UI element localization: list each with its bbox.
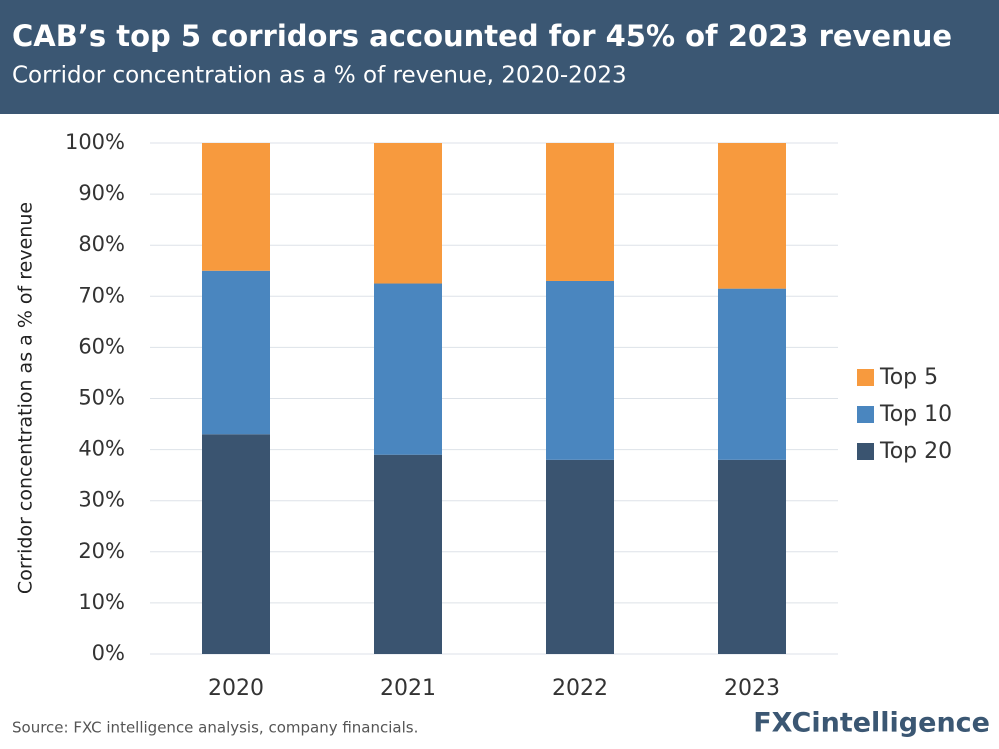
x-tick-label: 2020 xyxy=(208,676,264,701)
bar-segment xyxy=(546,459,614,654)
header-band xyxy=(0,0,999,114)
bar-segment xyxy=(374,283,442,455)
x-tick-label: 2023 xyxy=(724,676,780,701)
bar-segment xyxy=(202,143,270,271)
x-tick-label: 2021 xyxy=(380,676,436,701)
y-tick-label: 70% xyxy=(78,283,125,307)
legend-swatch xyxy=(857,406,874,423)
bar-segment xyxy=(374,454,442,654)
y-tick-label: 50% xyxy=(78,386,125,410)
logo: FXCintelligence xyxy=(753,708,990,739)
bar-segment xyxy=(374,143,442,284)
bar-segment xyxy=(718,288,786,460)
bar-segment xyxy=(202,270,270,435)
legend-swatch xyxy=(857,369,874,386)
y-tick-label: 10% xyxy=(78,590,125,614)
y-tick-label: 20% xyxy=(78,539,125,563)
y-tick-label: 30% xyxy=(78,488,125,512)
bar-segment xyxy=(202,434,270,654)
bar-segment xyxy=(718,143,786,289)
bar-segment xyxy=(718,459,786,654)
y-axis-label: Corridor concentration as a % of revenue xyxy=(15,202,37,594)
legend-label: Top 10 xyxy=(879,402,952,427)
y-tick-label: 80% xyxy=(78,232,125,256)
y-tick-label: 40% xyxy=(78,437,125,461)
legend-label: Top 20 xyxy=(879,439,952,464)
y-tick-label: 60% xyxy=(78,334,125,358)
chart-title: CAB’s top 5 corridors accounted for 45% … xyxy=(12,19,952,53)
chart-subtitle: Corridor concentration as a % of revenue… xyxy=(12,63,627,89)
y-tick-label: 0% xyxy=(92,641,125,665)
y-tick-label: 100% xyxy=(65,130,125,154)
legend-swatch xyxy=(857,443,874,460)
bar-segment xyxy=(546,280,614,460)
bar-segment xyxy=(546,143,614,281)
source-note: Source: FXC intelligence analysis, compa… xyxy=(12,719,418,737)
x-tick-label: 2022 xyxy=(552,676,608,701)
y-tick-label: 90% xyxy=(78,181,125,205)
legend-label: Top 5 xyxy=(879,365,938,390)
